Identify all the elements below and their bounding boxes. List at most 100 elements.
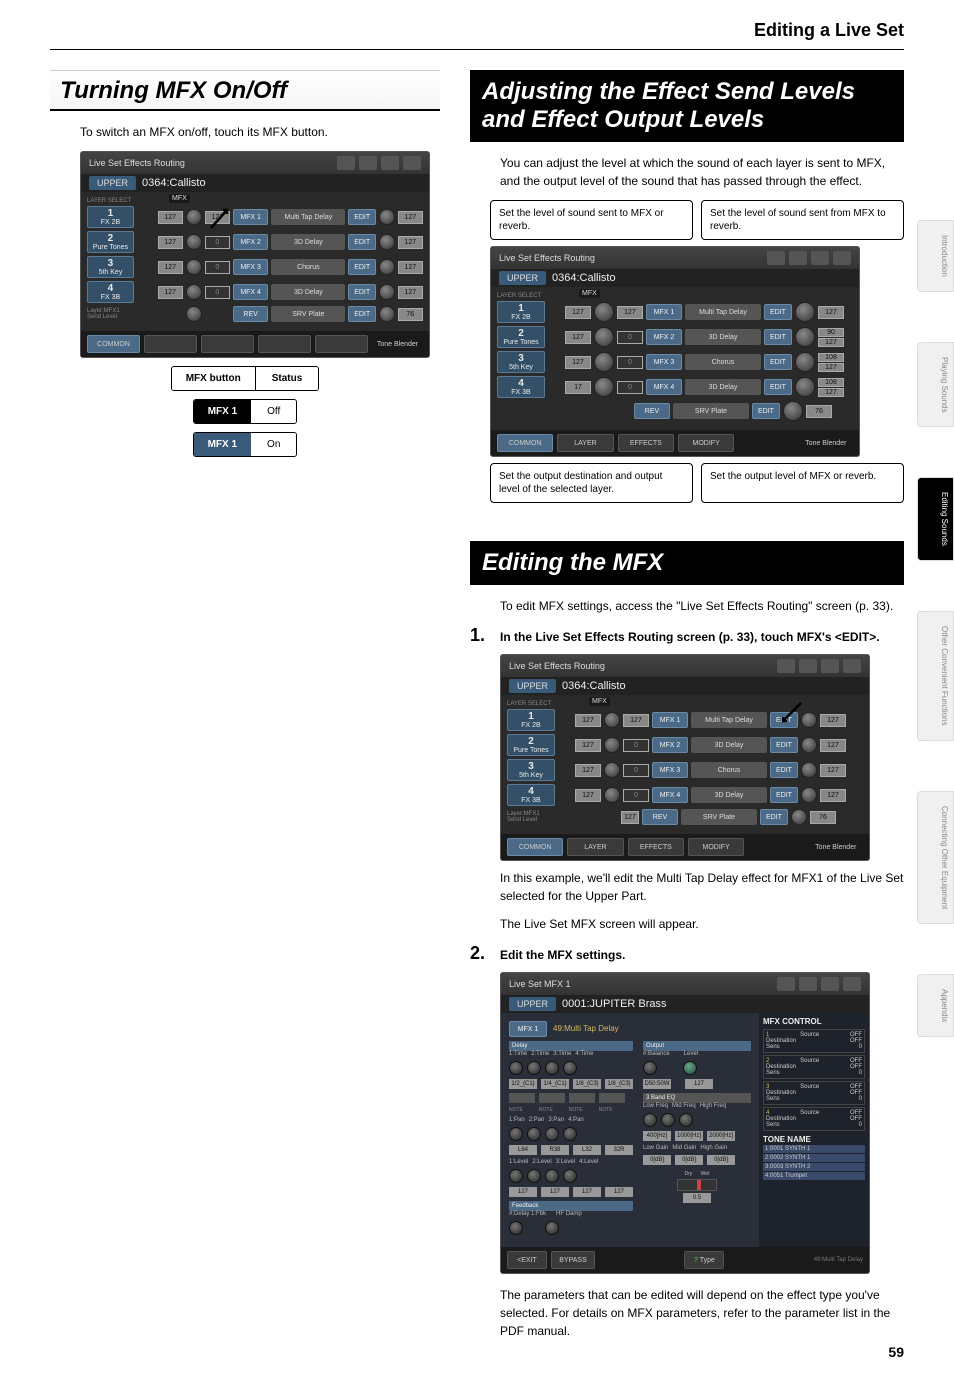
knob-icon: [186, 259, 202, 275]
callout-header: MFX button Status: [171, 366, 320, 391]
mfx-slot-btn: MFX 3: [646, 354, 682, 370]
slider-icon: [599, 1093, 625, 1103]
footer-btn: [144, 335, 197, 353]
utility-icon: [767, 251, 785, 265]
upper-tab: UPPER: [89, 176, 136, 190]
fx-type: 3D Delay: [691, 737, 767, 753]
side-tab: Introduction: [917, 220, 954, 292]
v: 127: [820, 739, 846, 752]
edit-btn: EDIT: [348, 306, 375, 322]
layer-btn: 1FX 2B: [507, 709, 555, 731]
upper-tab: UPPER: [499, 271, 546, 285]
v: 76: [806, 405, 832, 418]
side-tab: Appendix: [917, 974, 954, 1037]
footer-common: COMMON: [87, 335, 140, 353]
slider-icon: [509, 1093, 535, 1103]
heading-editing-mfx: Editing the MFX: [470, 541, 904, 585]
layer-btn: 35th Key: [497, 351, 545, 373]
ss-title: Live Set Effects Routing: [509, 661, 605, 671]
knob-icon: [509, 1127, 523, 1141]
knob-icon: [379, 259, 395, 275]
heading-turning-mfx: Turning MFX On/Off: [50, 70, 440, 111]
v: 127: [818, 388, 844, 397]
fx-type: Multi Tap Delay: [691, 712, 767, 728]
v: 127: [818, 338, 844, 347]
v: 0: [623, 739, 649, 752]
knob-icon: [604, 737, 620, 753]
knob-icon: [795, 302, 815, 322]
send-val: 127: [158, 236, 183, 249]
out-val: 127: [398, 261, 423, 274]
v: 127: [820, 789, 846, 802]
v: 127: [820, 714, 846, 727]
upper-tab: UPPER: [509, 997, 556, 1011]
toc-icon: [381, 156, 399, 170]
layer-btn: 4FX 3B: [507, 784, 555, 806]
knob-icon: [604, 787, 620, 803]
type-btn: ? Type: [684, 1251, 724, 1269]
v: D50:50W: [643, 1079, 671, 1089]
knob-icon: [801, 762, 817, 778]
step-number: 1.: [470, 625, 492, 646]
v: 127: [565, 331, 591, 344]
knob-icon: [186, 284, 202, 300]
mfx-slot-btn: MFX 4: [646, 379, 682, 395]
side-tab: Other Convenient Functions: [917, 611, 954, 741]
mfx-slot-btn: MFX 4: [652, 787, 688, 803]
intro-adjusting: You can adjust the level at which the so…: [500, 154, 904, 190]
v: 1/8_{C3}: [573, 1079, 601, 1089]
knob-icon: [379, 284, 395, 300]
ss-title: Live Set Effects Routing: [499, 253, 595, 263]
rev-type: SRV Plate: [681, 809, 757, 825]
footer-layer: LAYER: [557, 434, 613, 452]
slider-icon: [677, 1179, 717, 1191]
utility-icon: [777, 659, 795, 673]
callout-off-row: MFX 1 Off: [193, 399, 298, 424]
after-step2: The parameters that can be edited will d…: [500, 1286, 904, 1340]
footer-modify: MODIFY: [678, 434, 734, 452]
mfx-control-panel: MFX CONTROL 1 SourceOFF DestinationOFF S…: [759, 1013, 869, 1247]
slider-icon: [539, 1093, 565, 1103]
intro-text: To switch an MFX on/off, touch its MFX b…: [80, 123, 440, 141]
footer-toneblender: Tone Blender: [799, 434, 853, 452]
step-text: In the Live Set Effects Routing screen (…: [500, 625, 880, 646]
write-icon: [789, 251, 807, 265]
exit-btn: <EXIT: [507, 1251, 547, 1269]
mfx-slot-btn: MFX 3: [233, 259, 268, 275]
mfx-slot-btn: MFX 3: [652, 762, 688, 778]
v: 1/4_{C1}: [541, 1079, 569, 1089]
layer-btn: 4FX 3B: [497, 376, 545, 398]
v: 0: [617, 381, 643, 394]
v: 127: [820, 764, 846, 777]
layer-btn: 4FX 3B: [87, 281, 134, 303]
send-val: 0: [205, 236, 230, 249]
write-icon: [359, 156, 377, 170]
v: 127: [509, 1187, 537, 1197]
screenshot-routing-right: Live Set Effects Routing UPPER 0364:Call…: [490, 246, 860, 457]
knob-icon: [594, 352, 614, 372]
intro-editing: To edit MFX settings, access the "Live S…: [500, 597, 904, 615]
v: 108: [818, 353, 844, 362]
write-icon: [799, 659, 817, 673]
toc-icon: [821, 977, 839, 991]
v: R38: [541, 1145, 569, 1155]
knob-icon: [594, 327, 614, 347]
knob-icon: [545, 1169, 559, 1183]
knob-icon: [679, 1113, 693, 1127]
v: 127: [565, 306, 591, 319]
v: 127: [617, 306, 643, 319]
ss-title: Live Set Effects Routing: [89, 158, 185, 168]
knob-icon: [186, 306, 202, 322]
bypass-btn: BYPASS: [551, 1251, 595, 1269]
side-tab: Connecting Other Equipment: [917, 791, 954, 924]
mfx-slot-btn: MFX 4: [233, 284, 268, 300]
knob-icon: [186, 234, 202, 250]
layer-select-label: LAYER SELECT: [87, 198, 423, 204]
v: 1/2_{C1}: [509, 1079, 537, 1089]
send-val: 0: [205, 286, 230, 299]
toc-icon: [821, 659, 839, 673]
knob-icon: [594, 377, 614, 397]
section-header: Editing a Live Set: [50, 20, 904, 41]
fx-type: Multi Tap Delay: [271, 209, 345, 225]
layer-btn: 2Pure Tones: [507, 734, 555, 756]
